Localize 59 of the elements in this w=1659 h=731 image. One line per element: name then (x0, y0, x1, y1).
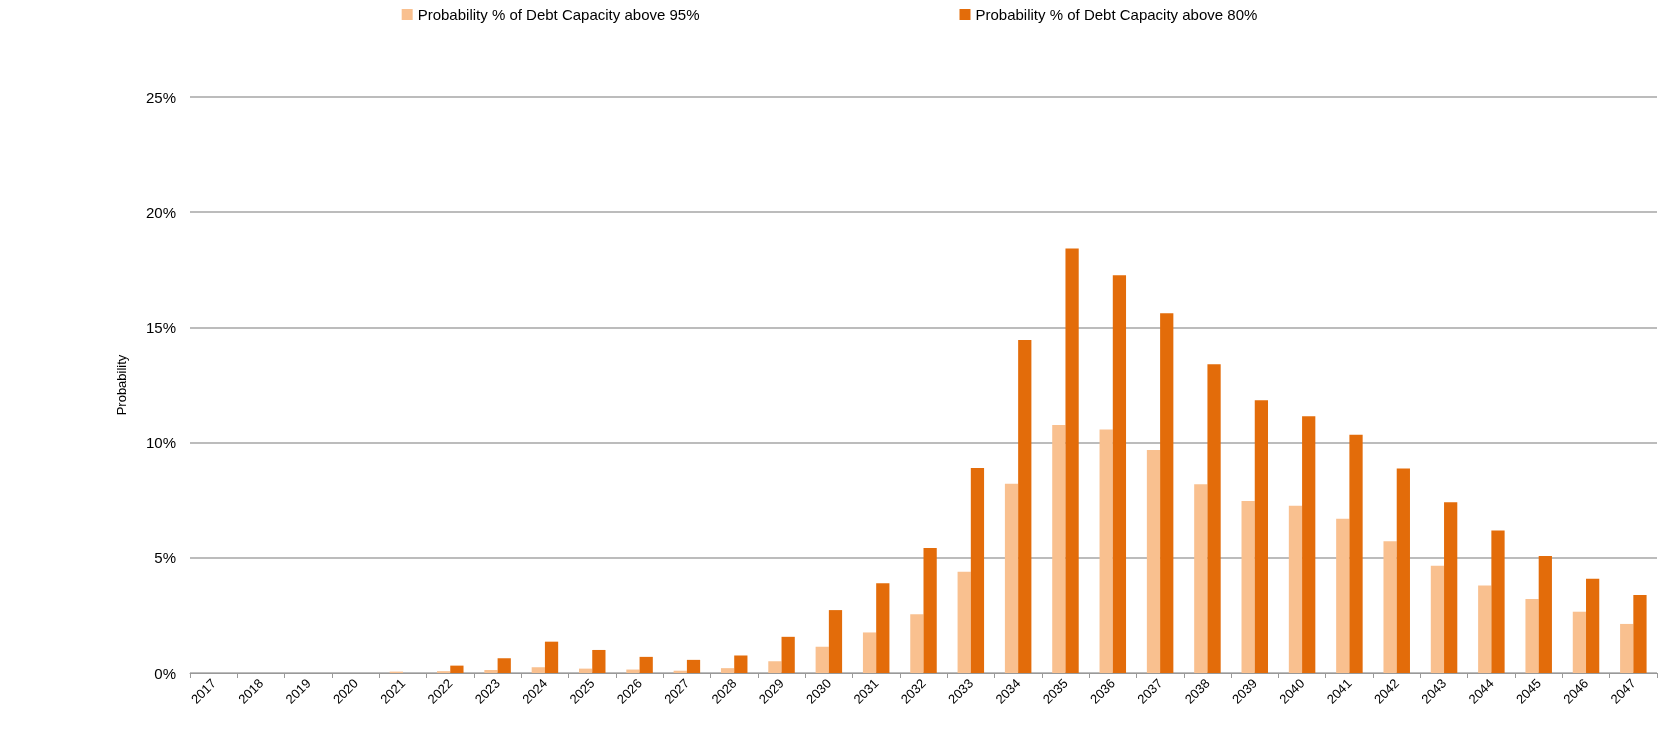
bar (1572, 611, 1587, 673)
bar (1052, 425, 1066, 673)
bar (768, 661, 782, 673)
bar (1065, 248, 1079, 673)
bar (1444, 502, 1458, 673)
bar (484, 670, 498, 673)
bar (1430, 565, 1445, 673)
legend-label: Probability % of Debt Capacity above 95% (417, 6, 700, 23)
bar (1383, 541, 1397, 673)
bar (910, 614, 924, 673)
y-tick-label: 5% (154, 549, 176, 567)
bar (1241, 500, 1255, 673)
bar (1302, 416, 1316, 673)
bar (1146, 449, 1161, 673)
bar (1194, 484, 1208, 673)
bar (970, 467, 985, 673)
bar (1586, 578, 1600, 673)
bar (450, 665, 464, 673)
bar (923, 548, 937, 673)
y-tick-label: 10% (145, 434, 176, 452)
bar (1099, 429, 1113, 673)
bar (1254, 400, 1269, 673)
bar (1633, 595, 1647, 673)
bar (828, 610, 843, 673)
bar (1525, 599, 1539, 673)
bar (1018, 340, 1032, 673)
y-tick-label: 25% (145, 88, 176, 106)
bar (544, 641, 559, 673)
bar (592, 649, 606, 673)
bar (1478, 585, 1492, 673)
bar (578, 668, 593, 673)
bar (876, 583, 890, 673)
y-tick-label: 0% (154, 664, 176, 682)
bar (626, 669, 640, 673)
bar (497, 658, 511, 673)
bar (1004, 483, 1019, 673)
bar (531, 667, 545, 673)
y-tick-label: 20% (145, 203, 176, 221)
bar (1396, 468, 1410, 673)
bar (1160, 313, 1174, 673)
bar (815, 646, 829, 673)
y-axis-title: Probability (114, 354, 129, 416)
bar (1349, 434, 1363, 673)
y-tick-label: 15% (145, 318, 176, 336)
legend-label: Probability % of Debt Capacity above 80% (975, 6, 1258, 23)
bar (720, 668, 735, 673)
bar (1620, 623, 1634, 673)
bar (1491, 530, 1505, 673)
bar (1207, 364, 1221, 673)
bar (781, 636, 795, 673)
bar (639, 656, 653, 673)
bar (1336, 518, 1350, 673)
bar (862, 632, 877, 673)
bar (1538, 555, 1552, 673)
bar (957, 571, 971, 673)
bar (734, 655, 748, 673)
bar (1288, 505, 1303, 673)
bar (686, 659, 701, 673)
bar (1112, 275, 1127, 673)
